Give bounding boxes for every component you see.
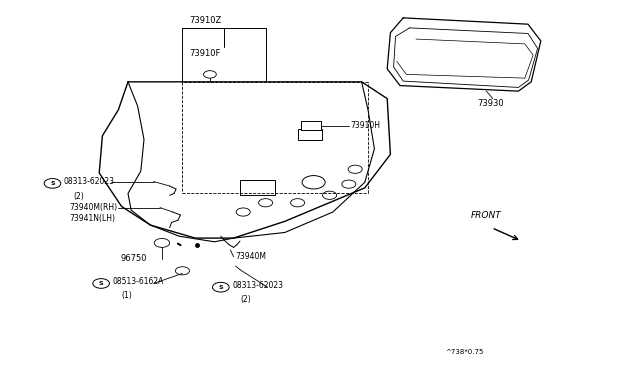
Bar — [298, 129, 322, 140]
Circle shape — [93, 279, 109, 288]
Text: 73930: 73930 — [477, 99, 504, 108]
Text: S: S — [218, 285, 223, 290]
Bar — [301, 121, 321, 130]
Circle shape — [348, 165, 362, 173]
Circle shape — [323, 191, 337, 199]
Text: 96750: 96750 — [120, 254, 147, 263]
Text: 73941N(LH): 73941N(LH) — [69, 214, 115, 223]
Circle shape — [204, 71, 216, 78]
Circle shape — [259, 199, 273, 207]
Bar — [240, 180, 275, 195]
Circle shape — [175, 267, 189, 275]
Text: S: S — [50, 181, 55, 186]
Text: 73940M: 73940M — [236, 252, 266, 261]
Text: 73910Z: 73910Z — [189, 16, 221, 25]
Text: 08313-62023: 08313-62023 — [64, 177, 115, 186]
Text: S: S — [99, 281, 104, 286]
Circle shape — [212, 282, 229, 292]
Circle shape — [342, 180, 356, 188]
Text: (2): (2) — [240, 295, 251, 304]
Text: 73910F: 73910F — [189, 49, 220, 58]
Circle shape — [302, 176, 325, 189]
Text: (2): (2) — [74, 192, 84, 201]
Text: 08513-6162A: 08513-6162A — [113, 277, 164, 286]
Text: ^738*0.75: ^738*0.75 — [445, 349, 483, 355]
Text: 73940M(RH): 73940M(RH) — [69, 203, 117, 212]
Text: (1): (1) — [122, 291, 132, 300]
Circle shape — [154, 238, 170, 247]
Text: 08313-62023: 08313-62023 — [232, 281, 284, 290]
Circle shape — [291, 199, 305, 207]
Circle shape — [44, 179, 61, 188]
Circle shape — [236, 208, 250, 216]
Text: 73910H: 73910H — [351, 121, 381, 130]
Text: FRONT: FRONT — [470, 211, 501, 219]
